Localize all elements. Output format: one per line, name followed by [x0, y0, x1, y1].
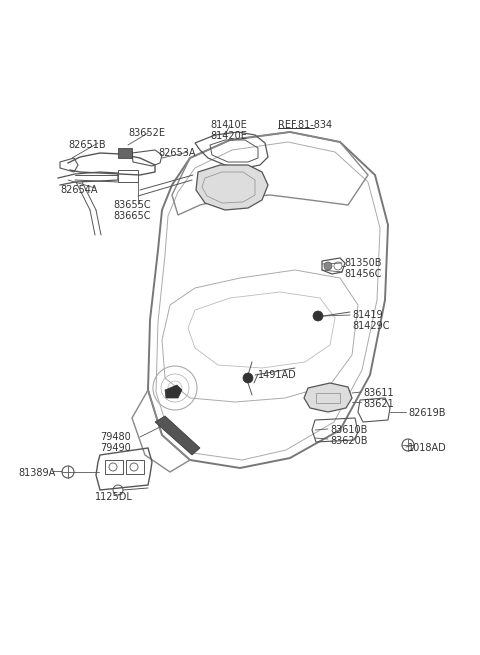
Text: 81420E: 81420E	[210, 131, 247, 141]
Text: REF.81-834: REF.81-834	[278, 120, 332, 130]
Text: 79490: 79490	[100, 443, 131, 453]
Circle shape	[243, 373, 253, 383]
Text: 79480: 79480	[100, 432, 131, 442]
Polygon shape	[304, 383, 352, 412]
Circle shape	[324, 262, 332, 270]
Text: 81410E: 81410E	[210, 120, 247, 130]
Text: 83621: 83621	[363, 399, 394, 409]
Polygon shape	[165, 385, 182, 398]
Polygon shape	[196, 165, 268, 210]
Text: 83665C: 83665C	[113, 211, 151, 221]
Text: 1018AD: 1018AD	[408, 443, 447, 453]
Text: 83610B: 83610B	[330, 425, 367, 435]
Bar	[118, 148, 132, 158]
Bar	[126, 460, 144, 474]
Text: 81389A: 81389A	[18, 468, 55, 478]
Circle shape	[313, 311, 323, 321]
Text: 82619B: 82619B	[408, 408, 445, 418]
Text: 83611: 83611	[363, 388, 394, 398]
Text: 82651B: 82651B	[68, 140, 106, 150]
Text: 1491AD: 1491AD	[258, 370, 297, 380]
Text: 81350B: 81350B	[344, 258, 382, 268]
Text: 82653A: 82653A	[158, 148, 195, 158]
Text: 83652E: 83652E	[128, 128, 165, 138]
Text: 81429C: 81429C	[352, 321, 389, 331]
Bar	[316, 393, 340, 403]
Text: 1125DL: 1125DL	[95, 492, 133, 502]
Bar	[105, 460, 123, 474]
Text: 83620B: 83620B	[330, 436, 368, 446]
Polygon shape	[155, 416, 200, 455]
Text: 81419: 81419	[352, 310, 383, 320]
Bar	[118, 170, 138, 182]
Text: 82654A: 82654A	[60, 185, 97, 195]
Text: 81456C: 81456C	[344, 269, 382, 279]
Text: 83655C: 83655C	[113, 200, 151, 210]
